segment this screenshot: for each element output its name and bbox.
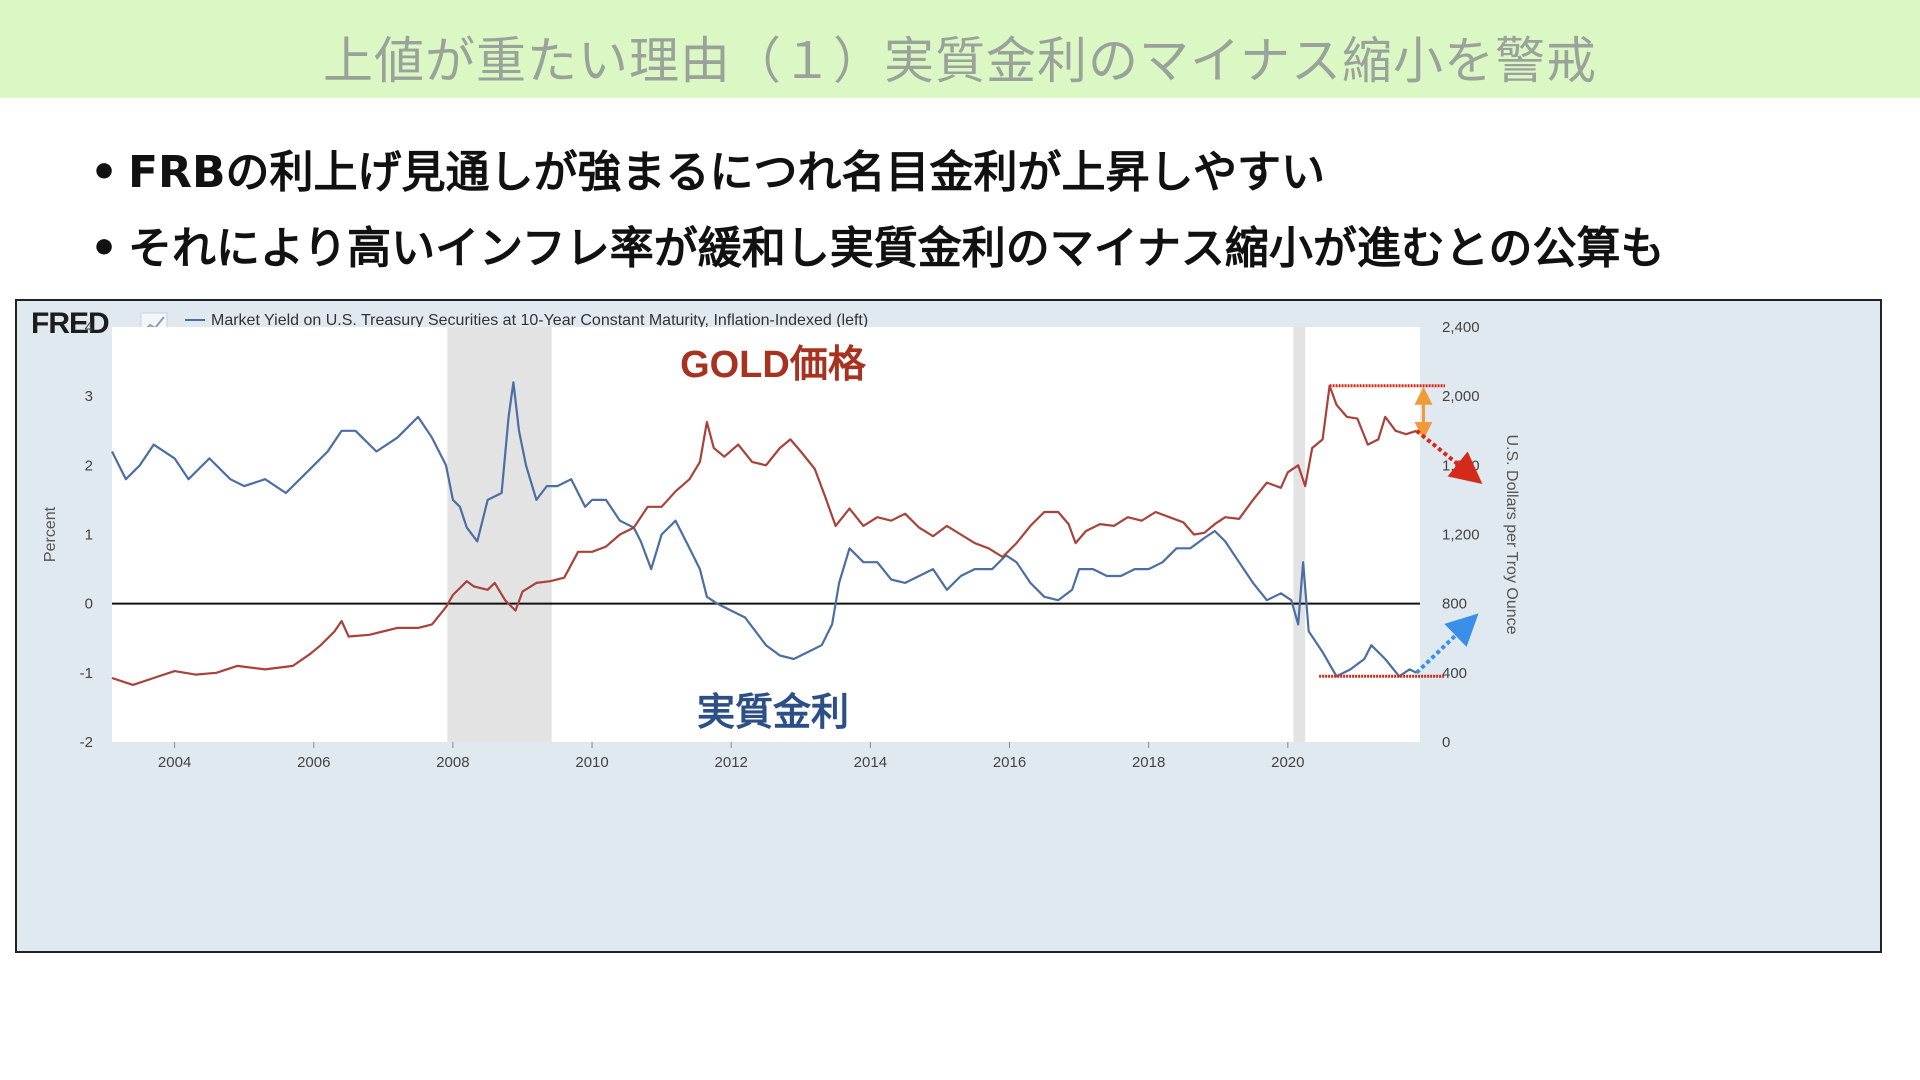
recession-band <box>447 327 552 742</box>
y-right-tick-label: 1,200 <box>1442 527 1480 544</box>
recession-band <box>1293 327 1306 742</box>
bullet-list: • FRBの利上げ見通しが強まるにつれ名目金利が上昇しやすい • それにより高いイン… <box>90 135 1664 287</box>
y-left-tick-label: 0 <box>85 596 93 613</box>
y-left-tick-label: 3 <box>85 388 93 405</box>
x-tick-label: 2020 <box>1271 754 1304 771</box>
bullet-text: FRBの利上げ見通しが強まるにつれ名目金利が上昇しやすい <box>128 147 1326 198</box>
bullet-item: • FRBの利上げ見通しが強まるにつれ名目金利が上昇しやすい <box>90 135 1664 211</box>
y-left-tick-label: -2 <box>80 734 93 751</box>
x-tick-label: 2010 <box>575 754 608 771</box>
y-right-tick-label: 2,400 <box>1442 319 1480 336</box>
fred-chart: FRED Market Yield on U.S. Treasury Securi… <box>15 299 1882 953</box>
real-rate-up-arrow <box>1415 613 1479 675</box>
x-tick-label: 2016 <box>993 754 1026 771</box>
title-band <box>0 0 1920 98</box>
x-tick-label: 2004 <box>158 754 191 771</box>
bullet-text: それにより高いインフレ率が緩和し実質金利のマイナス縮小が進むとの公算も <box>128 223 1665 274</box>
x-tick-label: 2006 <box>297 754 330 771</box>
y-left-tick-label: 4 <box>85 319 93 336</box>
plot-area <box>112 327 1420 742</box>
y-right-axis-label: U.S. Dollars per Troy Ounce <box>1503 434 1520 634</box>
x-tick-label: 2014 <box>854 754 887 771</box>
gold-down-arrow <box>1415 429 1483 485</box>
y-left-tick-label: 1 <box>85 527 93 544</box>
annotation-real-rate-label: 実質金利 <box>697 691 849 734</box>
y-right-tick-label: 0 <box>1442 734 1450 751</box>
chart-svg: FRED Market Yield on U.S. Treasury Securi… <box>31 307 1520 771</box>
y-right-tick-label: 400 <box>1442 665 1467 682</box>
x-tick-label: 2012 <box>715 754 748 771</box>
y-right-tick-label: 2,000 <box>1442 388 1480 405</box>
y-left-axis-label: Percent <box>42 506 59 562</box>
bullet-dot: • <box>90 223 119 274</box>
y-left-tick-label: 2 <box>85 457 93 474</box>
annotation-gold-label: GOLD価格 <box>680 344 867 386</box>
legend-entry: Market Yield on U.S. Treasury Securities… <box>211 312 868 329</box>
slide-title: 上値が重たい理由（１）実質金利のマイナス縮小を警戒 <box>323 32 1597 90</box>
series-line-gold <box>111 384 1417 686</box>
bullet-dot: • <box>90 147 119 198</box>
x-tick-label: 2018 <box>1132 754 1165 771</box>
x-tick-label: 2008 <box>436 754 469 771</box>
fred-logo: FRED <box>31 307 109 340</box>
y-left-tick-label: -1 <box>80 665 93 682</box>
bullet-item: • それにより高いインフレ率が緩和し実質金利のマイナス縮小が進むとの公算も <box>90 211 1664 287</box>
series-line-real-yield <box>111 381 1417 678</box>
y-right-tick-label: 800 <box>1442 596 1467 613</box>
